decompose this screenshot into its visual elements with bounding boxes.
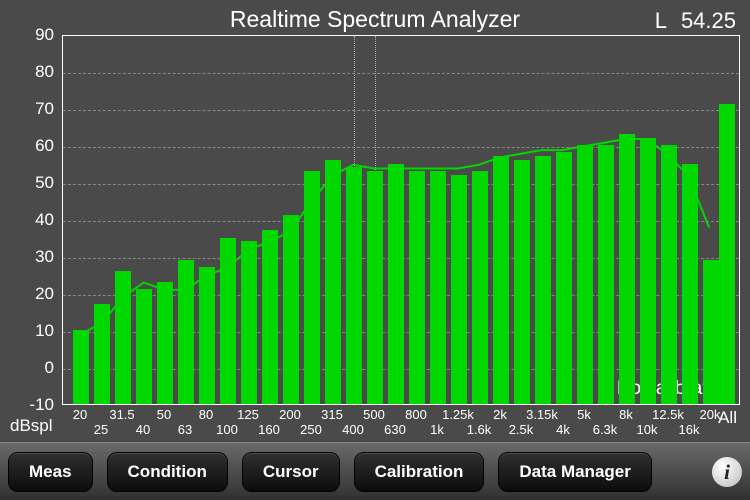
x-tick-label: 125 xyxy=(237,407,259,422)
spectrum-bar xyxy=(94,304,110,404)
condition-button[interactable]: Condition xyxy=(107,452,228,492)
spectrum-bar xyxy=(577,145,593,404)
spectrum-bar xyxy=(703,260,719,404)
y-tick-label: 80 xyxy=(35,62,54,82)
x-tick-label: 2k xyxy=(493,407,507,422)
x-tick-label: 250 xyxy=(300,422,322,437)
y-tick-label: 10 xyxy=(35,321,54,341)
y-tick-label: 50 xyxy=(35,173,54,193)
info-icon[interactable]: i xyxy=(712,457,742,487)
spectrum-bar xyxy=(430,171,446,404)
meas-button[interactable]: Meas xyxy=(8,452,93,492)
spectrum-bar xyxy=(367,171,383,404)
spectrum-bar xyxy=(409,171,425,404)
x-tick-label: 20 xyxy=(73,407,87,422)
x-tick-label: 50 xyxy=(157,407,171,422)
spectrum-bar xyxy=(115,271,131,404)
x-tick-label: 63 xyxy=(178,422,192,437)
spectrum-bar xyxy=(682,164,698,405)
spectrum-bar xyxy=(325,160,341,404)
all-bar xyxy=(719,104,735,404)
y-unit-label: dBspl xyxy=(10,416,53,436)
x-tick-label: 40 xyxy=(136,422,150,437)
x-tick-label: 1.6k xyxy=(467,422,492,437)
x-tick-label: 12.5k xyxy=(652,407,684,422)
spectrum-bar xyxy=(535,156,551,404)
x-tick-label: 3.15k xyxy=(526,407,558,422)
x-tick-label: 80 xyxy=(199,407,213,422)
spectrum-bar xyxy=(283,215,299,404)
y-tick-label: 20 xyxy=(35,284,54,304)
x-tick-label: 800 xyxy=(405,407,427,422)
x-tick-label: 100 xyxy=(216,422,238,437)
y-tick-label: 90 xyxy=(35,25,54,45)
x-tick-label: 25 xyxy=(94,422,108,437)
x-tick-label: 400 xyxy=(342,422,364,437)
y-axis: -100102030405060708090 xyxy=(10,35,60,430)
x-tick-label: 4k xyxy=(556,422,570,437)
data-manager-button[interactable]: Data Manager xyxy=(498,452,651,492)
plot-area[interactable]: No calibration All xyxy=(62,35,740,405)
spectrum-bar xyxy=(157,282,173,404)
x-tick-label: 160 xyxy=(258,422,280,437)
channel-label: L xyxy=(655,8,667,33)
spectrum-bar xyxy=(346,167,362,404)
x-tick-label: 200 xyxy=(279,407,301,422)
x-tick-label: 1k xyxy=(430,422,444,437)
bottom-toolbar: Meas Condition Cursor Calibration Data M… xyxy=(0,442,750,500)
spectrum-bar xyxy=(619,134,635,404)
spectrum-bar xyxy=(304,171,320,404)
grid-line-h xyxy=(63,73,739,74)
x-tick-label: 20k xyxy=(700,407,721,422)
spectrum-bar xyxy=(241,241,257,404)
spectrum-bar xyxy=(73,330,89,404)
spectrum-chart: -100102030405060708090 dBspl No calibrat… xyxy=(10,35,745,430)
page-title: Realtime Spectrum Analyzer xyxy=(0,0,750,33)
x-tick-label: 31.5 xyxy=(109,407,134,422)
x-tick-label: 315 xyxy=(321,407,343,422)
y-tick-label: 40 xyxy=(35,210,54,230)
spectrum-bar xyxy=(178,260,194,404)
grid-line-h xyxy=(63,110,739,111)
spectrum-bar xyxy=(136,289,152,404)
cursor-button[interactable]: Cursor xyxy=(242,452,340,492)
x-tick-label: 8k xyxy=(619,407,633,422)
spectrum-bar xyxy=(472,171,488,404)
spectrum-bar xyxy=(388,164,404,405)
y-tick-label: 60 xyxy=(35,136,54,156)
header-reading: L 54.25 xyxy=(641,8,736,34)
x-tick-label: 6.3k xyxy=(593,422,618,437)
x-tick-label: 500 xyxy=(363,407,385,422)
spectrum-bar xyxy=(199,267,215,404)
spectrum-bar xyxy=(220,238,236,405)
y-tick-label: 30 xyxy=(35,247,54,267)
calibration-button[interactable]: Calibration xyxy=(354,452,485,492)
spectrum-bar xyxy=(514,160,530,404)
x-tick-label: 10k xyxy=(637,422,658,437)
spectrum-bar xyxy=(556,152,572,404)
spectrum-bar xyxy=(598,145,614,404)
y-tick-label: 70 xyxy=(35,99,54,119)
x-tick-label: 1.25k xyxy=(442,407,474,422)
y-tick-label: 0 xyxy=(45,358,54,378)
x-tick-label: 630 xyxy=(384,422,406,437)
spectrum-bar xyxy=(451,175,467,404)
grid-line-h xyxy=(63,147,739,148)
level-value: 54.25 xyxy=(681,8,736,33)
x-tick-label: 2.5k xyxy=(509,422,534,437)
y-tick-label: -10 xyxy=(29,395,54,415)
spectrum-bar xyxy=(640,138,656,404)
spectrum-bar xyxy=(493,156,509,404)
spectrum-bar xyxy=(661,145,677,404)
spectrum-bar xyxy=(262,230,278,404)
x-axis: 20 2531.540 50 63 80100125160200250315400500… xyxy=(62,407,740,439)
x-tick-label: 16k xyxy=(679,422,700,437)
x-tick-label: 5k xyxy=(577,407,591,422)
